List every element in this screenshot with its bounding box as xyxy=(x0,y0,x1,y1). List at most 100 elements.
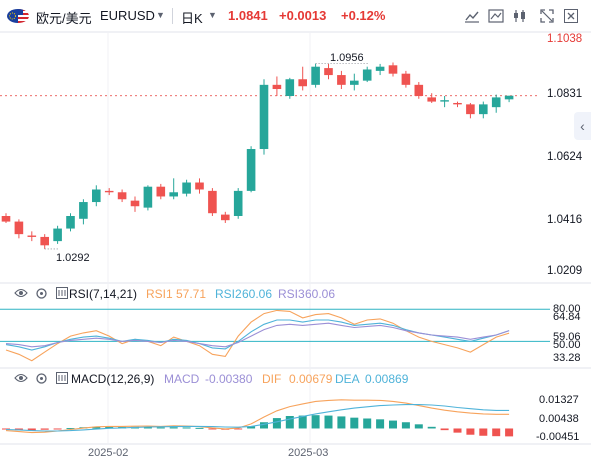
macd-histogram-bar xyxy=(311,415,320,429)
rsi3-name: RSI3 xyxy=(278,287,305,301)
candle-body xyxy=(401,73,411,85)
price-axis-label: 1.0624 xyxy=(547,151,583,163)
candle-body xyxy=(79,202,88,219)
symbol-code[interactable]: EURUSD xyxy=(100,8,155,23)
candle-body xyxy=(143,186,153,208)
rsi-axis-label: 80.00 xyxy=(553,303,581,315)
candle-body xyxy=(1,216,11,222)
expand-icon[interactable] xyxy=(537,7,557,25)
rsi-title: RSI(7,14,21) xyxy=(69,287,138,301)
candle-body xyxy=(27,235,37,237)
rsi-axis-label: 33.28 xyxy=(553,352,581,364)
eye-icon[interactable] xyxy=(14,287,28,301)
indicators-icon[interactable] xyxy=(486,7,506,25)
rsi2-name: RSI2 xyxy=(215,287,242,301)
eye-icon[interactable] xyxy=(14,372,28,386)
macd-histogram-bar xyxy=(247,426,256,429)
candle-body xyxy=(337,75,346,85)
macd-histogram-bar xyxy=(195,427,204,429)
macd-histogram-bar xyxy=(169,427,178,429)
indicator-toggle-icon[interactable] xyxy=(56,372,70,386)
rsi1-value: 57.71 xyxy=(176,287,207,301)
macd-histogram-bar xyxy=(66,428,75,430)
candle-body xyxy=(130,200,140,207)
candlestick-type-icon[interactable] xyxy=(462,7,482,25)
candle-body xyxy=(440,100,449,102)
macd-series-line xyxy=(5,404,510,432)
macd-histogram-bar xyxy=(427,426,436,429)
rsi3-value: 60.06 xyxy=(305,287,336,301)
candle-body xyxy=(285,79,295,96)
macd-histogram-bar xyxy=(14,428,23,431)
price-change-percent: +0.12% xyxy=(341,8,386,23)
candle-body xyxy=(221,214,230,221)
candle-body xyxy=(40,236,49,246)
chart-toolbar: 欧元/美元 EURUSD ▼ 日K ▼ 1.0841 +0.0013 +0.12… xyxy=(0,0,591,32)
interval-caret-down-icon[interactable]: ▼ xyxy=(208,10,217,20)
candle-body xyxy=(427,97,436,102)
candle-body xyxy=(66,216,75,229)
interval-selector[interactable]: 日K xyxy=(181,11,203,26)
candle-body xyxy=(362,69,372,81)
price-axis-label: 1.0416 xyxy=(547,214,583,226)
candle-body xyxy=(453,102,462,105)
macd-histogram-bar xyxy=(324,415,333,429)
compare-icon[interactable] xyxy=(510,7,530,25)
macd-histogram-bar xyxy=(401,422,410,429)
macd-histogram-bar xyxy=(389,420,397,429)
macd-series-line xyxy=(5,399,510,434)
macd-histogram-bar xyxy=(260,422,268,429)
macd-value: -0.00380 xyxy=(205,372,253,386)
macd-histogram-bar xyxy=(27,428,36,431)
chevron-left-icon[interactable]: ‹ xyxy=(574,112,591,140)
high-price-annotation: 1.0956 xyxy=(330,52,364,64)
candle-body xyxy=(156,186,166,197)
macd-histogram-bar xyxy=(92,426,101,429)
candle-body xyxy=(466,104,475,115)
toolbar-divider xyxy=(172,8,173,24)
macd-title: MACD(12,26,9) xyxy=(71,372,155,386)
rsi-series-line xyxy=(5,309,510,362)
candle-body xyxy=(53,228,62,242)
last-price: 1.0841 xyxy=(228,8,268,23)
candle-body xyxy=(414,84,424,96)
eu-us-flag-icon xyxy=(7,9,29,23)
price-axis-label: 1.1038 xyxy=(547,33,583,45)
dea-value: 0.00869 xyxy=(365,372,409,386)
close-icon[interactable] xyxy=(561,7,581,25)
candle-body xyxy=(259,84,269,150)
candle-body xyxy=(14,221,24,235)
dea-name: DEA xyxy=(335,372,360,386)
macd-histogram-bar xyxy=(505,428,514,437)
macd-histogram-bar xyxy=(156,427,165,429)
caret-down-icon[interactable]: ▼ xyxy=(156,10,165,20)
rsi1-name: RSI1 xyxy=(146,287,173,301)
indicator-toggle-icon[interactable] xyxy=(56,287,70,301)
dif-value: 0.00679 xyxy=(289,372,333,386)
settings-icon[interactable] xyxy=(35,372,49,386)
candle-body xyxy=(233,190,243,216)
candle-body xyxy=(208,190,217,214)
macd-histogram-bar xyxy=(2,428,10,430)
macd-histogram-bar xyxy=(376,419,385,429)
candle-body xyxy=(504,95,514,100)
rsi-axis-label: 50.00 xyxy=(553,339,581,351)
candle-body xyxy=(195,182,204,190)
settings-icon[interactable] xyxy=(35,287,49,301)
macd-histogram-bar xyxy=(208,428,217,430)
rsi2-value: 60.06 xyxy=(242,287,273,301)
macd-histogram-bar xyxy=(234,428,243,430)
macd-histogram-bar xyxy=(40,428,49,430)
candle-body xyxy=(246,149,256,191)
pair-name[interactable]: 欧元/美元 xyxy=(36,11,92,26)
time-axis-label: 2025-02 xyxy=(88,447,129,459)
candle-body xyxy=(272,84,282,90)
candle-body xyxy=(388,65,398,74)
time-axis-label: 2025-03 xyxy=(288,447,329,459)
macd-axis-label: 0.00438 xyxy=(539,413,579,425)
macd-histogram-bar xyxy=(298,415,307,429)
macd-histogram-bar xyxy=(479,428,488,436)
price-change: +0.0013 xyxy=(279,8,327,23)
